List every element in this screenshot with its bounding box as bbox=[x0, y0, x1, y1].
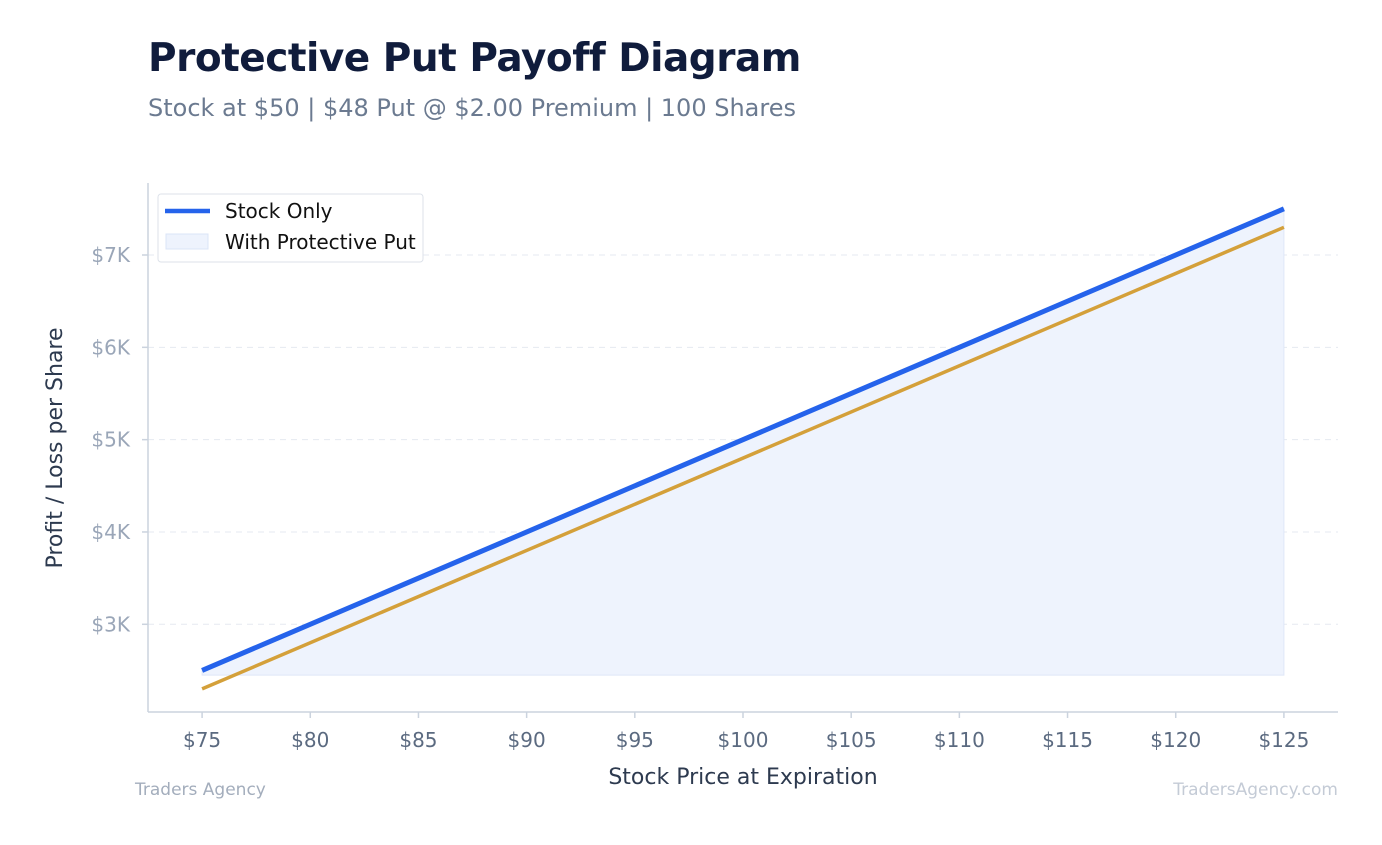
y-tick-label: $6K bbox=[91, 335, 130, 359]
series-line-protective-put bbox=[201, 225, 1285, 691]
x-tick-label: $125 bbox=[1258, 728, 1309, 752]
x-tick-label: $75 bbox=[183, 728, 221, 752]
y-tick-label: $3K bbox=[91, 612, 130, 636]
x-tick-label: $100 bbox=[718, 728, 769, 752]
legend-swatch-protective-put bbox=[165, 233, 209, 250]
series-lines bbox=[201, 206, 1285, 691]
x-ticks: $75 $80 $85 $90 $95 $100 $105 $110 $115 $120 $125 bbox=[183, 712, 1309, 752]
legend-label-protective-put: With Protective Put bbox=[225, 230, 416, 254]
y-axis-label: Profit / Loss per Share bbox=[43, 327, 68, 568]
y-tick-label: $4K bbox=[91, 520, 130, 544]
legend-box bbox=[157, 193, 424, 263]
chart-title: Protective Put Payoff Diagram bbox=[148, 36, 801, 81]
y-tick-label: $5K bbox=[91, 428, 130, 452]
footer-brand: Traders Agency bbox=[135, 780, 266, 800]
x-tick-label: $110 bbox=[934, 728, 985, 752]
x-tick-label: $85 bbox=[399, 728, 437, 752]
legend-label-stock-only: Stock Only bbox=[225, 199, 333, 223]
footer-url: TradersAgency.com bbox=[1173, 780, 1338, 800]
x-axis-label: Stock Price at Expiration bbox=[608, 765, 877, 790]
x-tick-label: $115 bbox=[1042, 728, 1093, 752]
legend: Stock Only With Protective Put bbox=[157, 193, 424, 263]
x-tick-label: $80 bbox=[291, 728, 329, 752]
x-tick-label: $105 bbox=[826, 728, 877, 752]
y-ticks: $3K $4K $5K $6K $7K bbox=[91, 243, 148, 636]
chart-subtitle: Stock at $50 | $48 Put @ $2.00 Premium |… bbox=[148, 94, 796, 122]
y-tick-label: $7K bbox=[91, 243, 130, 267]
x-tick-label: $95 bbox=[616, 728, 654, 752]
x-tick-label: $120 bbox=[1150, 728, 1201, 752]
x-tick-label: $90 bbox=[508, 728, 546, 752]
series-line-stock-only bbox=[201, 206, 1285, 673]
